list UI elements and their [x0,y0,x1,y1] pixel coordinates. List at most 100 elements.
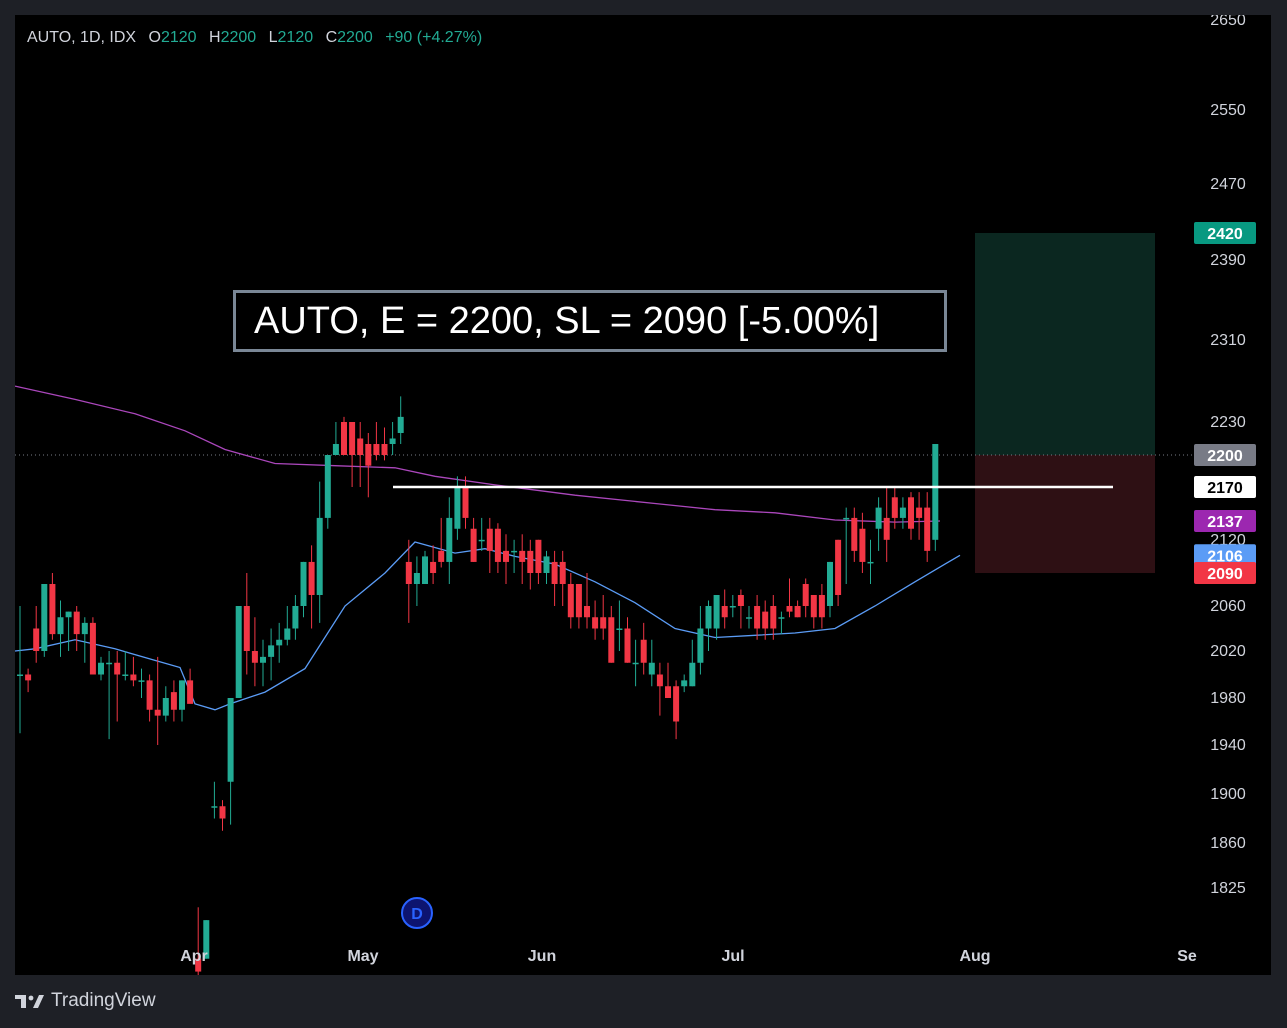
change-value: +90 (+4.27%) [385,29,483,46]
candle-body [883,517,890,540]
tradingview-logo-icon [15,995,44,1008]
candle-body [924,507,931,551]
price-tag [1194,562,1256,584]
candle-body [276,639,283,646]
candle-body [519,550,526,562]
price-tag [1194,444,1256,466]
open-label: O [148,29,161,46]
candle-body [446,517,453,562]
y-axis-tick-label: 1900 [1210,786,1246,803]
candle-body [430,561,437,573]
footer-brand[interactable]: TradingView [15,990,156,1012]
candle-body [106,662,113,665]
candle-body [640,639,647,663]
candle-body [41,584,48,651]
candle-body [57,617,64,635]
candle-body [389,438,396,444]
candle-body [332,444,339,455]
candle-body [713,595,720,629]
candle-body [405,561,412,584]
candle-body [227,698,234,782]
candle-body [365,444,372,466]
candle-body [503,550,509,562]
candle-body [746,617,752,619]
candle-body [219,806,226,819]
y-axis-tick-label: 2310 [1210,332,1246,349]
high-label: H [209,29,221,46]
price-tag-label: 2090 [1207,566,1243,583]
dividend-marker-label: D [411,906,423,923]
y-axis-tick-label: 2550 [1210,102,1246,119]
candle-body [470,528,477,562]
y-axis-tick-label: 2230 [1210,414,1246,431]
price-tag-label: 2420 [1207,226,1243,243]
close-label: C [325,29,338,46]
candle-body [25,674,32,681]
candle-body [122,674,129,676]
candle-body [73,611,80,635]
candle-body [324,455,331,518]
candle-body [146,680,153,710]
low-value: 2120 [277,29,314,46]
chart-frame: 2650 2550 2470 2390 2310 2230 2120 2060 2020 1980… [15,15,1271,975]
y-axis-tick-label: 1980 [1210,690,1246,707]
y-axis-tick-label: 1860 [1210,835,1246,852]
candle-body [932,444,939,540]
candle-body [559,561,566,584]
ma-fast-line [15,541,961,711]
y-axis-tick-label: 2060 [1210,598,1246,615]
stop-loss-zone [975,455,1155,573]
candle-body [381,444,388,455]
candle-body [203,920,210,959]
candle-body [89,622,96,675]
x-axis-label: Jun [528,948,556,965]
candle-body [300,561,307,606]
candle-body [810,595,817,618]
price-tag [1194,222,1256,244]
candle-body [729,606,736,608]
price-tag-label: 2106 [1207,548,1243,565]
candle-body [859,528,866,562]
ma-slow-line [15,385,941,523]
price-tag-label: 2137 [1207,514,1243,531]
candle-body [689,662,696,687]
candle-body [349,422,356,455]
candle-body [413,573,420,584]
y-axis-tick-label: 2470 [1210,176,1246,193]
candle-body [438,550,445,562]
candle-body [179,680,185,710]
candle-body [284,628,291,640]
price-tag [1194,544,1256,567]
candle-body [681,680,688,687]
candle-body [762,611,769,629]
candle-body [721,606,728,618]
y-axis-tick-label: 1940 [1210,737,1246,754]
candle-body [794,606,801,618]
candle-body [81,622,88,635]
y-axis-tick-label: 1825 [1210,880,1246,897]
candle-body [138,680,145,682]
candle-body [114,662,121,675]
candle-body [17,674,23,676]
candle-body [827,561,833,606]
price-tag [1194,476,1256,498]
y-axis-tick-label: 2390 [1210,252,1246,269]
candle-body [616,628,623,630]
candle-body [527,550,534,573]
candle-body [875,507,882,529]
candle-body [162,698,169,716]
trade-annotation-box[interactable]: AUTO, E = 2200, SL = 2090 [-5.00%] [233,290,947,352]
candle-body [737,595,744,606]
candle-body [835,539,842,595]
high-value: 2200 [220,29,257,46]
candle-body [494,528,501,562]
candle-body [575,584,582,618]
candle-body [316,517,323,595]
candle-body [600,617,607,629]
price-chart[interactable]: 2650 2550 2470 2390 2310 2230 2120 2060 2020 1980… [15,15,1271,975]
candle-body [916,507,923,518]
symbol-label: AUTO, 1D, IDX [27,29,137,46]
candle-body [170,692,177,710]
open-value: 2120 [160,29,197,46]
candle-body [770,606,777,629]
